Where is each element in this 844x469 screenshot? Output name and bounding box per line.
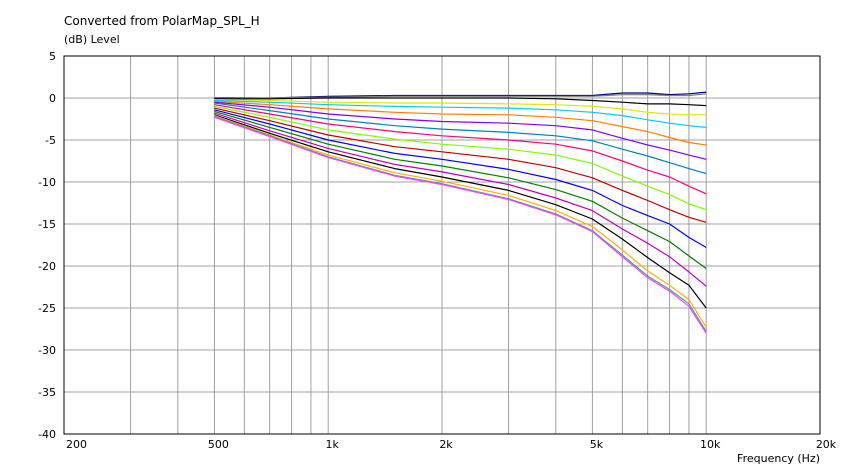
y-tick-label: -25 (38, 302, 56, 315)
grid (64, 56, 820, 434)
x-axis-label: Frequency (Hz) (737, 452, 820, 465)
x-tick-label: 5k (590, 438, 604, 451)
series-line-5 (214, 99, 707, 128)
series-line-16 (214, 115, 707, 328)
series-line-7 (214, 101, 707, 160)
plot-frame (63, 55, 821, 435)
tick-labels: 5 0 -5 -10 -15 -20 -25 -30 -35 -40 200 500 1k 2k 5k 10k… (38, 50, 837, 451)
y-tick-label: -35 (38, 386, 56, 399)
series-line-17 (214, 115, 707, 332)
series-line-3 (214, 97, 707, 107)
y-tick-label: 5 (49, 50, 56, 63)
series-line-12 (214, 109, 707, 249)
series-line-6 (214, 100, 707, 146)
y-tick-label: -40 (38, 428, 56, 441)
series-line-4 (214, 99, 707, 116)
x-tick-label: 20k (816, 438, 837, 451)
series-line-15 (214, 114, 707, 309)
chart-title: Converted from PolarMap_SPL_H (64, 14, 260, 28)
x-tick-label: 1k (326, 438, 340, 451)
y-axis-label: (dB) Level (64, 33, 120, 46)
x-tick-label: 500 (208, 438, 229, 451)
y-tick-label: -5 (45, 134, 56, 147)
y-tick-label: -30 (38, 344, 56, 357)
y-tick-label: -15 (38, 218, 56, 231)
x-tick-label: 200 (66, 438, 87, 451)
x-tick-label: 2k (439, 438, 453, 451)
series-line-13 (214, 110, 707, 269)
y-tick-label: 0 (49, 92, 56, 105)
x-tick-label: 10k (700, 438, 721, 451)
series-line-18 (214, 116, 707, 334)
y-tick-label: -10 (38, 176, 56, 189)
series-line-8 (214, 102, 707, 175)
y-tick-label: -20 (38, 260, 56, 273)
series-line-14 (214, 112, 707, 287)
series-line-11 (214, 107, 707, 223)
series-line-1 (214, 91, 707, 99)
series-line-2 (214, 93, 707, 100)
series-line-9 (214, 104, 707, 195)
series-line-10 (214, 105, 707, 211)
series-lines (214, 91, 707, 334)
